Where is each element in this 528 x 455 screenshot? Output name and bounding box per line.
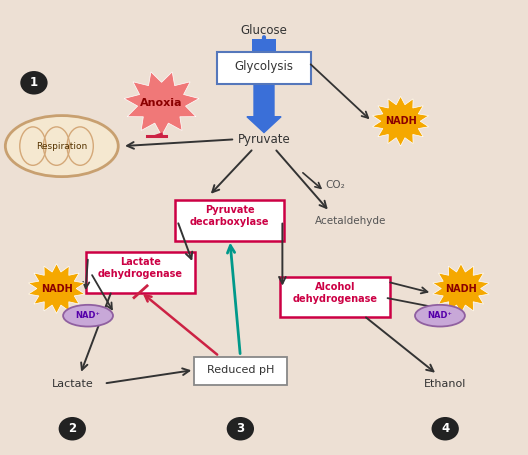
Text: Glycolysis: Glycolysis	[234, 61, 294, 73]
Circle shape	[20, 71, 48, 95]
Circle shape	[59, 417, 86, 440]
Text: Pyruvate: Pyruvate	[238, 133, 290, 146]
Text: Anoxia: Anoxia	[140, 98, 183, 108]
FancyBboxPatch shape	[86, 252, 195, 293]
FancyBboxPatch shape	[194, 357, 287, 385]
FancyBboxPatch shape	[217, 52, 311, 84]
FancyBboxPatch shape	[175, 200, 285, 241]
Text: Ethanol: Ethanol	[424, 379, 466, 389]
Text: 4: 4	[441, 422, 449, 435]
Text: Respiration: Respiration	[36, 142, 88, 151]
Text: Lactate: Lactate	[51, 379, 93, 389]
Ellipse shape	[63, 305, 113, 327]
Polygon shape	[124, 72, 199, 136]
FancyBboxPatch shape	[252, 39, 276, 61]
Text: 1: 1	[30, 76, 38, 89]
Text: NADH: NADH	[41, 283, 72, 293]
Ellipse shape	[415, 305, 465, 327]
FancyArrow shape	[247, 82, 281, 132]
Text: Reduced pH: Reduced pH	[206, 365, 274, 375]
Text: Glucose: Glucose	[241, 24, 287, 37]
Polygon shape	[29, 264, 84, 313]
Text: Alcohol
dehydrogenase: Alcohol dehydrogenase	[293, 282, 378, 304]
Text: Acetaldehyde: Acetaldehyde	[315, 216, 386, 226]
Polygon shape	[433, 264, 489, 313]
Ellipse shape	[5, 116, 118, 177]
Polygon shape	[372, 96, 429, 146]
Text: NAD⁺: NAD⁺	[428, 311, 452, 320]
Text: 3: 3	[237, 422, 244, 435]
Text: CO₂: CO₂	[325, 180, 345, 190]
Text: NAD⁺: NAD⁺	[76, 311, 100, 320]
Text: Lactate
dehydrogenase: Lactate dehydrogenase	[98, 257, 183, 279]
Text: Pyruvate
decarboxylase: Pyruvate decarboxylase	[190, 205, 270, 228]
FancyBboxPatch shape	[280, 277, 390, 318]
Circle shape	[227, 417, 254, 440]
Circle shape	[431, 417, 459, 440]
Text: NADH: NADH	[445, 283, 477, 293]
Text: NADH: NADH	[385, 116, 417, 126]
Text: 2: 2	[68, 422, 77, 435]
